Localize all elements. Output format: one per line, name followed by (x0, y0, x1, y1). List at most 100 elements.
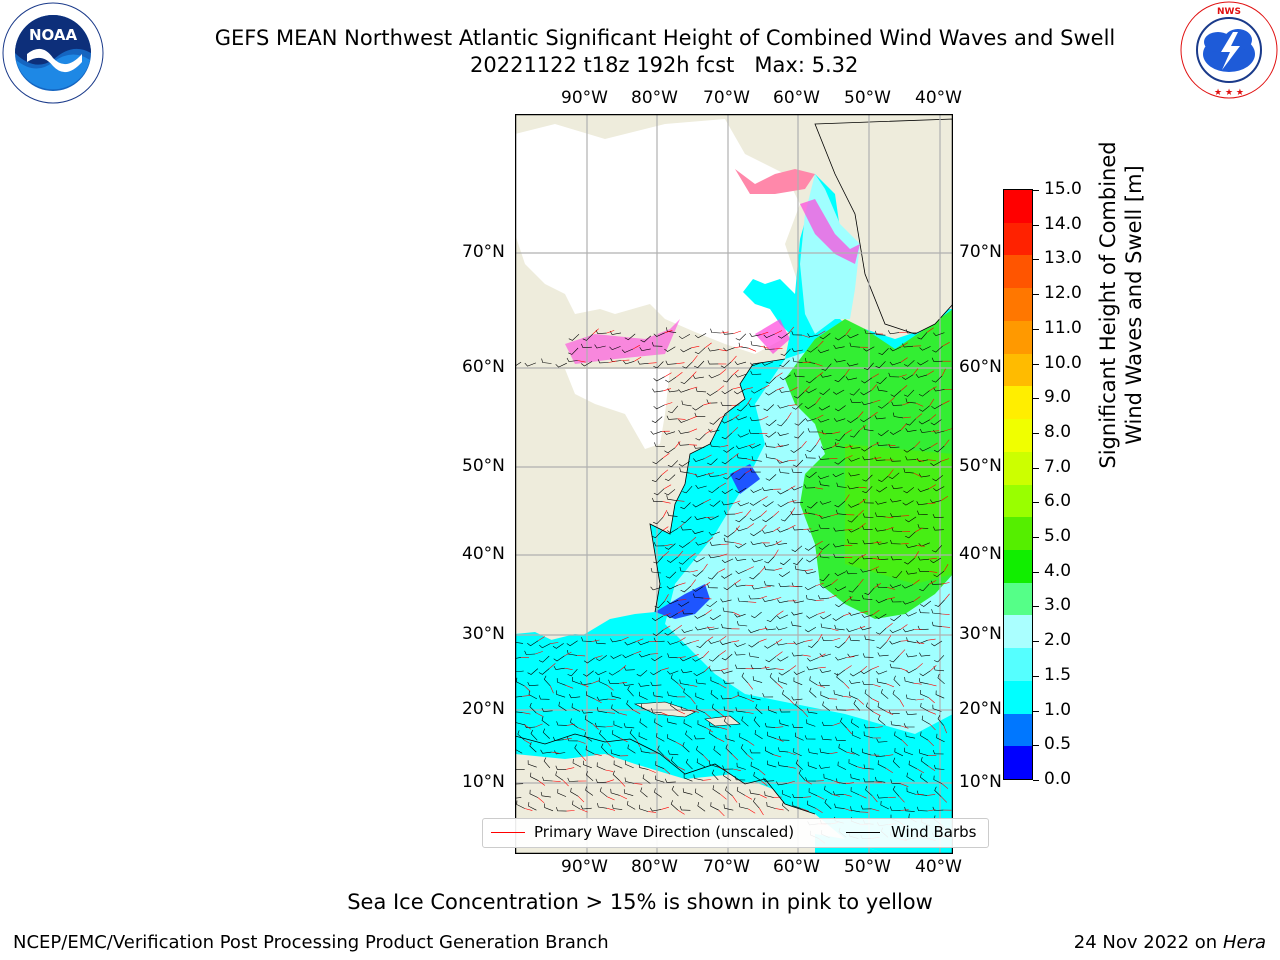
wind-barb (863, 346, 875, 352)
wave-direction-arrow (775, 445, 784, 448)
wind-barb (847, 515, 859, 523)
wind-barb (889, 806, 901, 811)
wind-barb (849, 636, 860, 642)
wave-direction-arrow (928, 580, 937, 585)
wind-barb (782, 690, 790, 700)
wind-barb (762, 529, 774, 534)
wind-barb (624, 333, 636, 341)
wind-barb (735, 333, 747, 341)
noaa-text: NOAA (29, 26, 78, 44)
wind-barb (665, 360, 677, 365)
wave-direction-arrow (815, 514, 823, 518)
wave-direction-arrow (732, 414, 740, 420)
wind-barb (793, 748, 802, 757)
wave-direction-arrow (562, 780, 569, 787)
wind-barb (765, 376, 777, 384)
wind-barb (516, 800, 525, 809)
wind-barb (790, 510, 802, 516)
wave-direction-arrow (761, 667, 770, 669)
wave-direction-arrow (801, 808, 809, 812)
wave-direction-arrow (761, 780, 768, 787)
wind-barb (696, 640, 707, 648)
wave-direction-arrow (844, 665, 852, 671)
wave-direction-arrow (745, 711, 754, 714)
wave-direction-arrow (815, 808, 823, 813)
wind-barb (540, 791, 551, 798)
wind-barb (692, 404, 704, 411)
wind-barb (552, 643, 564, 649)
wind-barb (834, 571, 846, 577)
wind-barb (889, 640, 901, 645)
colorbar-tick-mark (1033, 398, 1039, 400)
run-date-credit: 24 Nov 2022 on Hera (1074, 932, 1266, 953)
sea-ice-fringe-labrador (755, 319, 790, 354)
wind-barb (749, 515, 761, 522)
wind-barb (819, 573, 830, 582)
wind-barb (670, 756, 679, 767)
colorbar-tick-mark (1033, 641, 1039, 643)
wind-barb (876, 486, 888, 493)
wind-barb (622, 681, 634, 686)
wave-direction-arrow (830, 628, 839, 632)
wind-barb (860, 568, 872, 573)
wave-direction-arrow (815, 583, 824, 586)
wave-direction-arrow (524, 739, 532, 745)
wave-direction-arrow (927, 459, 937, 461)
wind-barb (818, 455, 830, 460)
wind-barbs-swatch (846, 832, 880, 833)
wind-barb (749, 789, 760, 795)
wind-barb (723, 771, 732, 781)
wind-barb (932, 806, 944, 811)
wind-barb (651, 474, 662, 483)
wind-barb (905, 653, 918, 658)
wind-barb (734, 643, 746, 647)
wind-barb (891, 527, 903, 532)
wind-barb (849, 680, 861, 684)
wind-barb (538, 655, 550, 663)
wave-direction-arrow (732, 369, 739, 376)
wave-direction-arrow (662, 453, 670, 459)
lon-tick-top: 60°W (773, 88, 820, 108)
wind-barb (652, 388, 664, 393)
wave-direction-arrow (788, 326, 795, 334)
wind-barb (680, 526, 692, 531)
wind-barb (891, 484, 903, 490)
lon-tick-bottom: 70°W (703, 857, 750, 877)
wind-barb (707, 583, 718, 589)
lon-tick-top: 40°W (915, 88, 962, 108)
wave-direction-arrow (929, 386, 937, 391)
wind-barb (750, 694, 761, 701)
wave-direction-arrow (943, 564, 949, 572)
wave-direction-arrow (829, 698, 838, 700)
wind-barb (696, 745, 704, 756)
wave-direction-arrow (664, 330, 673, 334)
wind-barb (778, 736, 790, 741)
wave-direction-arrow (635, 638, 644, 642)
wind-barb (721, 501, 733, 506)
wind-barb (655, 761, 665, 769)
wind-barb (753, 771, 762, 782)
wind-barb (917, 488, 930, 493)
wind-barb (848, 759, 858, 767)
wave-direction-arrow (814, 363, 823, 367)
wind-barb (555, 771, 564, 781)
wave-direction-arrow (734, 579, 741, 585)
wind-barb (723, 472, 734, 480)
wave-direction-arrow (774, 348, 783, 350)
wind-barb (640, 335, 652, 343)
wind-barb (708, 472, 720, 477)
wave-direction-arrow (804, 639, 813, 642)
sea-ice-note: Sea Ice Concentration > 15% is shown in … (347, 890, 933, 914)
wind-barb (861, 614, 873, 618)
wave-direction-arrow (788, 459, 797, 462)
wind-barb (778, 677, 788, 685)
wind-barb (723, 679, 735, 684)
wind-barb (819, 681, 830, 686)
wind-barb (823, 773, 833, 781)
wave-direction-arrow (719, 650, 726, 656)
wind-barb (903, 487, 915, 494)
wave-direction-arrow (775, 668, 784, 670)
lon-tick-top: 80°W (631, 88, 678, 108)
wave-direction-arrow (928, 697, 935, 704)
lat-tick-left: 10°N (462, 772, 505, 792)
